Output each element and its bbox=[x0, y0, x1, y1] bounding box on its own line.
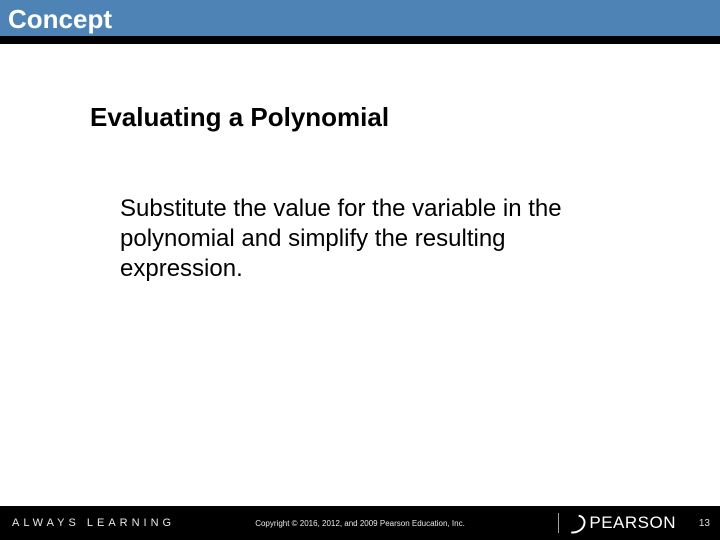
footer-tagline: ALWAYS LEARNING bbox=[12, 517, 175, 529]
logo-swoosh-icon bbox=[564, 515, 584, 531]
slide-container: Concept Evaluating a Polynomial Substitu… bbox=[0, 0, 720, 540]
footer-bar: ALWAYS LEARNING Copyright © 2016, 2012, … bbox=[0, 506, 720, 540]
footer-copyright: Copyright © 2016, 2012, and 2009 Pearson… bbox=[255, 519, 465, 528]
footer-brand-text: PEARSON bbox=[589, 513, 676, 533]
content-body: Substitute the value for the variable in… bbox=[120, 194, 580, 284]
footer-brand: PEARSON bbox=[558, 513, 676, 533]
header-label: Concept bbox=[0, 0, 720, 36]
footer-page-number: 13 bbox=[699, 518, 710, 529]
content-area: Evaluating a Polynomial Substitute the v… bbox=[0, 44, 720, 506]
logo-divider-icon bbox=[558, 513, 559, 533]
header-accent-stripe bbox=[0, 36, 720, 44]
content-heading: Evaluating a Polynomial bbox=[90, 102, 389, 133]
header-bar: Concept bbox=[0, 0, 720, 44]
